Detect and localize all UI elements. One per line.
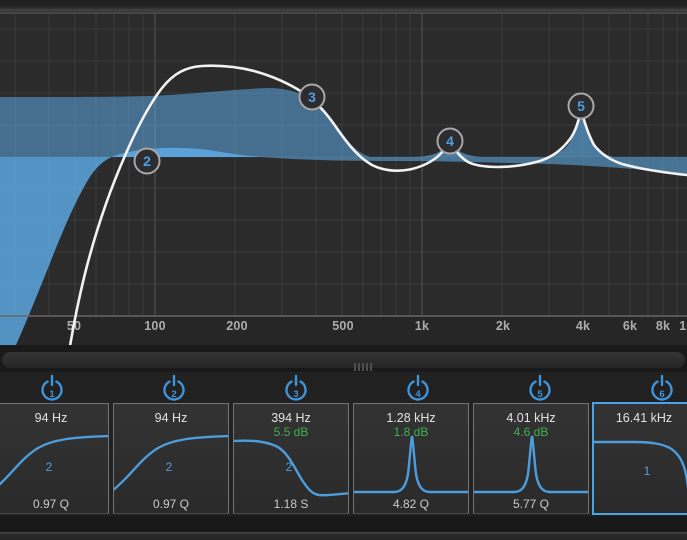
power-icon: 1 bbox=[41, 374, 63, 401]
band-6-fill bbox=[262, 157, 687, 174]
bottom-footer bbox=[0, 516, 687, 540]
svg-text:1: 1 bbox=[49, 389, 55, 400]
band-4-panel[interactable]: 1.28 kHz 1.8 dB 4.82 Q bbox=[353, 403, 469, 514]
band-5-handle[interactable]: 5 bbox=[567, 92, 595, 120]
svg-text:5: 5 bbox=[537, 389, 543, 400]
band-3-gain[interactable]: 5.5 dB bbox=[273, 425, 309, 439]
band-2-fill bbox=[0, 147, 262, 345]
freq-tick-4k: 4k bbox=[575, 319, 591, 333]
power-icon: 5 bbox=[529, 374, 551, 401]
band-4-power-button[interactable]: 4 bbox=[359, 372, 477, 403]
power-icon: 2 bbox=[163, 374, 185, 401]
band-3-handle[interactable]: 3 bbox=[298, 83, 326, 111]
band-2-power-button[interactable]: 2 bbox=[115, 372, 233, 403]
band-2-handle-label: 2 bbox=[143, 153, 151, 169]
band-1-curve-thumbnail: 2 bbox=[0, 435, 108, 497]
freq-tick-8k: 8k bbox=[655, 319, 671, 333]
band-3-handle-label: 3 bbox=[308, 89, 316, 105]
freq-tick-2k: 2k bbox=[495, 319, 511, 333]
band-3-frequency[interactable]: 394 Hz bbox=[271, 411, 311, 425]
band-3-slope-label: 2 bbox=[286, 460, 293, 474]
power-icon: 4 bbox=[407, 374, 429, 401]
band-1-panel[interactable]: 94 Hz 2 0.97 Q bbox=[0, 403, 109, 514]
band-6-panel[interactable]: 16.41 kHz 1 bbox=[592, 402, 687, 515]
band-2-frequency[interactable]: 94 Hz bbox=[154, 411, 188, 425]
frequency-axis bbox=[0, 316, 687, 345]
band-5-frequency[interactable]: 4.01 kHz bbox=[506, 411, 556, 425]
eq-curve-canvas: 2 3 4 5 bbox=[0, 12, 687, 345]
footer-bar bbox=[0, 532, 687, 540]
freq-tick-500: 500 bbox=[332, 319, 354, 333]
eq-response-graph[interactable]: 50 100 200 500 1k 2k 4k 6k 8k 10k bbox=[0, 0, 687, 345]
freq-tick-1k: 1k bbox=[414, 319, 430, 333]
band-4-curve-thumbnail bbox=[354, 435, 468, 497]
band-6-slope-label: 1 bbox=[644, 464, 651, 478]
band-1-slope-label: 2 bbox=[46, 460, 53, 474]
band-5-panel[interactable]: 4.01 kHz 4.6 dB 5.77 Q bbox=[473, 403, 589, 514]
band-1-power-button[interactable]: 1 bbox=[0, 372, 111, 403]
freq-tick-6k: 6k bbox=[622, 319, 638, 333]
freq-tick-200: 200 bbox=[226, 319, 248, 333]
band-6-power-button[interactable]: 6 bbox=[603, 372, 687, 403]
graph-top-chrome bbox=[0, 0, 687, 12]
svg-text:6: 6 bbox=[659, 389, 664, 400]
band-power-row: 1 2 3 4 bbox=[0, 372, 687, 403]
panel-resize-handle[interactable] bbox=[2, 352, 685, 371]
band-3-power-button[interactable]: 3 bbox=[237, 372, 355, 403]
band-controls-section: 1 2 3 4 bbox=[0, 372, 687, 540]
svg-text:3: 3 bbox=[293, 389, 298, 400]
power-icon: 6 bbox=[651, 374, 673, 401]
band-panels-row: 94 Hz 2 0.97 Q 94 Hz 2 bbox=[0, 402, 687, 515]
power-icon: 3 bbox=[285, 374, 307, 401]
freq-tick-10k: 10k bbox=[679, 319, 687, 333]
band-6-frequency[interactable]: 16.41 kHz bbox=[615, 411, 673, 425]
svg-text:2: 2 bbox=[171, 389, 176, 400]
band-5-power-button[interactable]: 5 bbox=[481, 372, 599, 403]
band-2-panel[interactable]: 94 Hz 2 0.97 Q bbox=[113, 403, 229, 514]
band-4-gain[interactable]: 1.8 dB bbox=[393, 425, 429, 439]
band-4-q[interactable]: 4.82 Q bbox=[392, 497, 430, 511]
band-4-frequency[interactable]: 1.28 kHz bbox=[386, 411, 436, 425]
band-4-handle[interactable]: 4 bbox=[436, 127, 464, 155]
band-5-fill bbox=[545, 107, 614, 157]
band-2-handle[interactable]: 2 bbox=[133, 147, 161, 175]
svg-text:4: 4 bbox=[415, 389, 421, 400]
band-6-curve-thumbnail: 1 bbox=[594, 435, 687, 497]
band-2-slope-label: 2 bbox=[166, 460, 173, 474]
band-2-curve-thumbnail: 2 bbox=[114, 435, 228, 497]
graph-panel-separator bbox=[0, 345, 687, 372]
band-4-handle-label: 4 bbox=[446, 133, 454, 149]
freq-tick-100: 100 bbox=[144, 319, 166, 333]
grid-major-vertical-lines bbox=[154, 13, 423, 316]
band-5-curve-thumbnail bbox=[474, 435, 588, 497]
band-3-q[interactable]: 1.18 S bbox=[273, 497, 309, 511]
band-5-q[interactable]: 5.77 Q bbox=[512, 497, 550, 511]
band-3-fill bbox=[0, 88, 370, 157]
band-2-q[interactable]: 0.97 Q bbox=[152, 497, 190, 511]
band-1-frequency[interactable]: 94 Hz bbox=[34, 411, 68, 425]
band-3-curve-thumbnail: 2 bbox=[234, 435, 348, 497]
drag-grip-icon bbox=[354, 363, 372, 371]
band-3-panel[interactable]: 394 Hz 5.5 dB 2 1.18 S bbox=[233, 403, 349, 514]
band-1-q[interactable]: 0.97 Q bbox=[32, 497, 70, 511]
band-5-handle-label: 5 bbox=[577, 98, 585, 114]
band-5-gain[interactable]: 4.6 dB bbox=[513, 425, 549, 439]
